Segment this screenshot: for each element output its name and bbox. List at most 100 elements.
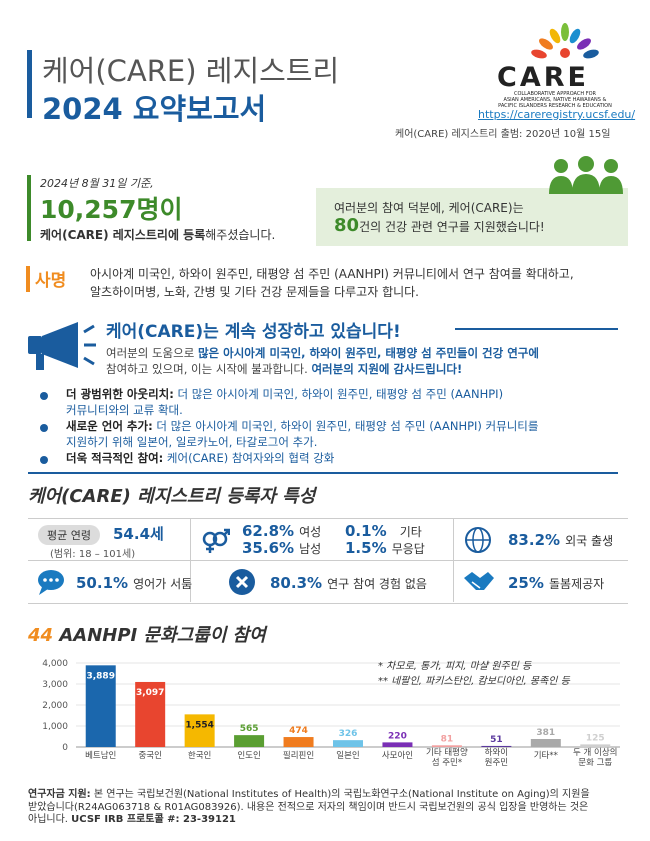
gender-icon — [202, 528, 230, 553]
grid-divider — [453, 518, 454, 602]
footer: 연구자금 지원: 본 연구는 국립보건원(National Institutes… — [28, 789, 590, 827]
x-tick-label: 중국인 — [138, 750, 161, 761]
stat-value: 35.6% — [242, 539, 295, 557]
bar — [580, 744, 611, 747]
x-tick-label: 일본인 — [336, 750, 359, 761]
gender-stat: 35.6% 남성 — [242, 538, 321, 557]
characteristics-heading: 케어(CARE) 레지스트리 등록자 특성 — [28, 486, 316, 507]
stat-label: 영어가 서툼 — [133, 577, 193, 591]
value-label: 125 — [586, 733, 605, 743]
bullet-line: 새로운 언어 추가: 더 많은 아시아계 미국인, 하와이 원주민, 태평양 섬… — [66, 418, 538, 434]
reg-text: 케어(CARE) 레지스트리에 등록해주셨습니다. — [40, 226, 275, 243]
bullet-label: 더욱 적극적인 참여: — [66, 451, 164, 465]
chart-note: ** 네팔인, 파키스탄인, 캄보디아인, 몽족인 등 — [378, 676, 570, 687]
bar — [135, 681, 166, 747]
logo-text: CARE — [497, 62, 589, 93]
bullet: 더 광범위한 아웃리치: 더 많은 아시아계 미국인, 하와이 원주민, 태평양… — [66, 386, 503, 418]
studies-line1: 여러분의 참여 덕분에, 케어(CARE)는 — [334, 201, 524, 215]
studies-box — [316, 188, 628, 246]
stat-label: 기타 — [399, 525, 422, 539]
paragraph-line: 참여하고 있으며, 이는 시작에 불과합니다. 여러분의 지원에 감사드립니다! — [106, 361, 539, 377]
irb-number: 23-39121 — [179, 814, 236, 825]
x-tick-label: 한국인 — [188, 750, 211, 761]
paragraph-bold: 여러분의 지원에 감사드립니다! — [311, 362, 463, 376]
bar — [234, 735, 265, 747]
launch-date: 케어(CARE) 레지스트리 출범: 2020년 10월 15일 — [395, 129, 611, 140]
bullet-label: 새로운 언어 추가: — [66, 419, 153, 433]
footer-line: 받았습니다(R24AG063718 & R01AG083926). 내용은 전적… — [28, 801, 589, 813]
chart-note: * 차모로, 통가, 피지, 마샬 원주민 등 — [378, 661, 532, 672]
growth-heading: 케어(CARE)는 계속 성장하고 있습니다! — [106, 322, 401, 342]
chart-notes: * 차모로, 통가, 피지, 마샬 원주민 등 ** 네팔인, 파키스탄인, 캄… — [378, 659, 570, 689]
footer-line: 아닙니다. UCSF IRB 프로토콜 #: 23-39121 — [28, 814, 590, 827]
bar — [530, 738, 561, 747]
foreign-born-stat: 83.2% 외국 출생 — [508, 530, 613, 549]
stat-label: 무응답 — [391, 542, 425, 556]
bullet-line: 지원하기 위해 일본어, 일로카노어, 타갈로그어 추가. — [66, 435, 318, 449]
bullet-dot — [40, 424, 48, 432]
x-tick-label: 하와이 원주민 — [485, 747, 508, 768]
value-label: 3,889 — [86, 671, 114, 681]
stat-label: 연구 참여 경험 없음 — [327, 577, 427, 591]
section-rule — [28, 472, 618, 474]
irb-label: UCSF IRB 프로토콜 #: — [71, 814, 180, 825]
gender-stat: 0.1% 기타 — [345, 521, 422, 540]
speech-icon — [38, 570, 64, 595]
gender-stat: 62.8% 여성 — [242, 521, 321, 540]
stat-value: 83.2% — [508, 531, 561, 549]
funding-text: 본 연구는 국립보건원(National Institutes of Healt… — [90, 789, 590, 800]
bullet: 새로운 언어 추가: 더 많은 아시아계 미국인, 하와이 원주민, 태평양 섬… — [66, 418, 538, 450]
x-tick-label: 기타 태평양 섬 주민* — [426, 747, 468, 768]
bullet-text: 케어(CARE) 참여자와의 협력 강화 — [163, 451, 335, 465]
bar — [184, 714, 215, 747]
stat-label: 외국 출생 — [565, 534, 614, 548]
reg-date: 2024년 8월 31일 기준, — [40, 177, 154, 190]
stat-value: 80.3% — [270, 574, 323, 592]
y-tick-label: 1,000 — [42, 722, 68, 732]
growth-paragraph: 여러분의 도움으로 많은 아시아계 미국인, 하와이 원주민, 태평양 섬 주민… — [106, 345, 539, 377]
age-label: 평균 연령 — [38, 525, 100, 545]
stat-value: 50.1% — [76, 574, 129, 592]
url-link[interactable]: https://careregistry.ucsf.edu/ — [478, 108, 636, 121]
studies-text: 건의 건강 관련 연구를 지원했습니다! — [359, 220, 545, 234]
x-tick-label-line: 섬 주민* — [432, 757, 462, 768]
bullet-text: 더 많은 아시아계 미국인, 하와이 원주민, 태평양 섬 주민 (AANHPI… — [173, 387, 504, 401]
x-tick-label: 두 개 이상의 문화 그룹 — [573, 747, 618, 768]
bullet-dot — [40, 392, 48, 400]
research-stat: 80.3% 연구 참여 경험 없음 — [270, 573, 427, 592]
stat-label: 여성 — [299, 525, 322, 539]
bullet-dot — [40, 456, 48, 464]
logo-petals — [531, 23, 599, 59]
reg-count: 10,257명이 — [40, 195, 183, 224]
y-tick-label: 4,000 — [42, 659, 68, 669]
age-range: (범위: 18 – 101세) — [50, 549, 136, 560]
bar — [382, 742, 413, 747]
mission-line: 아시아계 미국인, 하와이 원주민, 태평양 섬 주민 (AANHPI) 커뮤니… — [90, 267, 574, 281]
stat-value: 1.5% — [345, 539, 387, 557]
stat-label: 남성 — [299, 542, 322, 556]
logo-flower — [531, 23, 599, 59]
megaphone-icon — [28, 322, 96, 370]
reg-bar — [27, 175, 31, 241]
y-tick-label: 0 — [62, 743, 68, 753]
people-icon — [549, 156, 623, 194]
chart-title: 44 AANHPI 문화그룹이 참여 — [28, 621, 266, 647]
x-tick-label: 기타** — [534, 751, 558, 761]
bar — [85, 665, 116, 747]
grid-divider — [190, 518, 191, 602]
x-tick-label-line: 문화 그룹 — [578, 758, 612, 768]
stat-value: 25% — [508, 574, 544, 592]
bar — [283, 737, 314, 747]
value-label: 220 — [388, 731, 407, 741]
y-tick-label: 3,000 — [42, 680, 68, 690]
bullet-label: 더 광범위한 아웃리치: — [66, 387, 174, 401]
caregiver-stat: 25% 돌봄제공자 — [508, 573, 604, 592]
paragraph-bold: 많은 아시아계 미국인, 하와이 원주민, 태평양 섬 주민들이 건강 연구에 — [197, 346, 539, 360]
value-label: 565 — [240, 724, 259, 734]
x-tick-label: 사모아인 — [382, 750, 413, 761]
bullet: 더욱 적극적인 참여: 케어(CARE) 참여자와의 협력 강화 — [66, 450, 334, 466]
studies-number: 80 — [334, 215, 360, 236]
value-label: 81 — [441, 734, 454, 744]
bar — [431, 745, 462, 747]
